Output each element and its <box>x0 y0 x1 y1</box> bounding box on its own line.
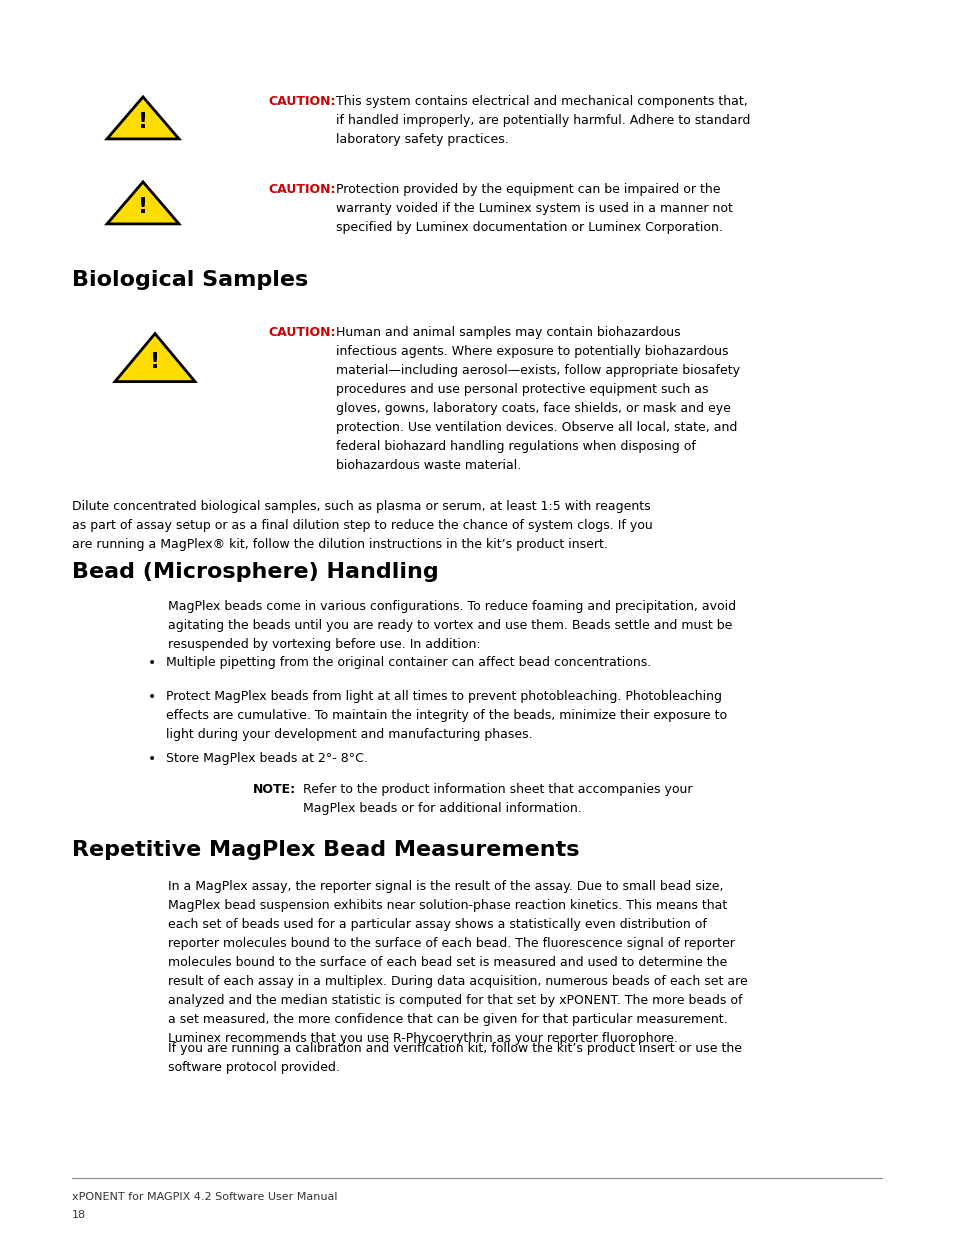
Text: !: ! <box>138 198 148 217</box>
Polygon shape <box>115 333 194 382</box>
Text: Biological Samples: Biological Samples <box>71 270 308 290</box>
Text: CAUTION:: CAUTION: <box>268 95 335 107</box>
Polygon shape <box>107 96 179 138</box>
Text: CAUTION:: CAUTION: <box>268 183 335 196</box>
Text: xPONENT for MAGPIX 4.2 Software User Manual: xPONENT for MAGPIX 4.2 Software User Man… <box>71 1192 337 1202</box>
Text: MagPlex beads come in various configurations. To reduce foaming and precipitatio: MagPlex beads come in various configurat… <box>168 600 736 651</box>
Text: Repetitive MagPlex Bead Measurements: Repetitive MagPlex Bead Measurements <box>71 840 578 860</box>
Text: This system contains electrical and mechanical components that,
if handled impro: This system contains electrical and mech… <box>335 95 750 146</box>
Text: Human and animal samples may contain biohazardous
infectious agents. Where expos: Human and animal samples may contain bio… <box>335 326 740 472</box>
Text: !: ! <box>150 352 160 373</box>
Polygon shape <box>107 182 179 224</box>
Text: Protect MagPlex beads from light at all times to prevent photobleaching. Photobl: Protect MagPlex beads from light at all … <box>166 690 726 741</box>
Text: In a MagPlex assay, the reporter signal is the result of the assay. Due to small: In a MagPlex assay, the reporter signal … <box>168 881 747 1045</box>
Text: •: • <box>148 752 156 766</box>
Text: CAUTION:: CAUTION: <box>268 326 335 338</box>
Text: •: • <box>148 656 156 671</box>
Text: Multiple pipetting from the original container can affect bead concentrations.: Multiple pipetting from the original con… <box>166 656 651 669</box>
Text: Refer to the product information sheet that accompanies your
MagPlex beads or fo: Refer to the product information sheet t… <box>303 783 692 815</box>
Text: Store MagPlex beads at 2°- 8°C.: Store MagPlex beads at 2°- 8°C. <box>166 752 368 764</box>
Text: •: • <box>148 690 156 704</box>
Text: 18: 18 <box>71 1210 86 1220</box>
Text: Dilute concentrated biological samples, such as plasma or serum, at least 1:5 wi: Dilute concentrated biological samples, … <box>71 500 652 551</box>
Text: If you are running a calibration and verification kit, follow the kit’s product : If you are running a calibration and ver… <box>168 1042 741 1074</box>
Text: Protection provided by the equipment can be impaired or the
warranty voided if t: Protection provided by the equipment can… <box>335 183 732 233</box>
Text: Bead (Microsphere) Handling: Bead (Microsphere) Handling <box>71 562 438 582</box>
Text: NOTE:: NOTE: <box>253 783 295 797</box>
Text: !: ! <box>138 112 148 132</box>
